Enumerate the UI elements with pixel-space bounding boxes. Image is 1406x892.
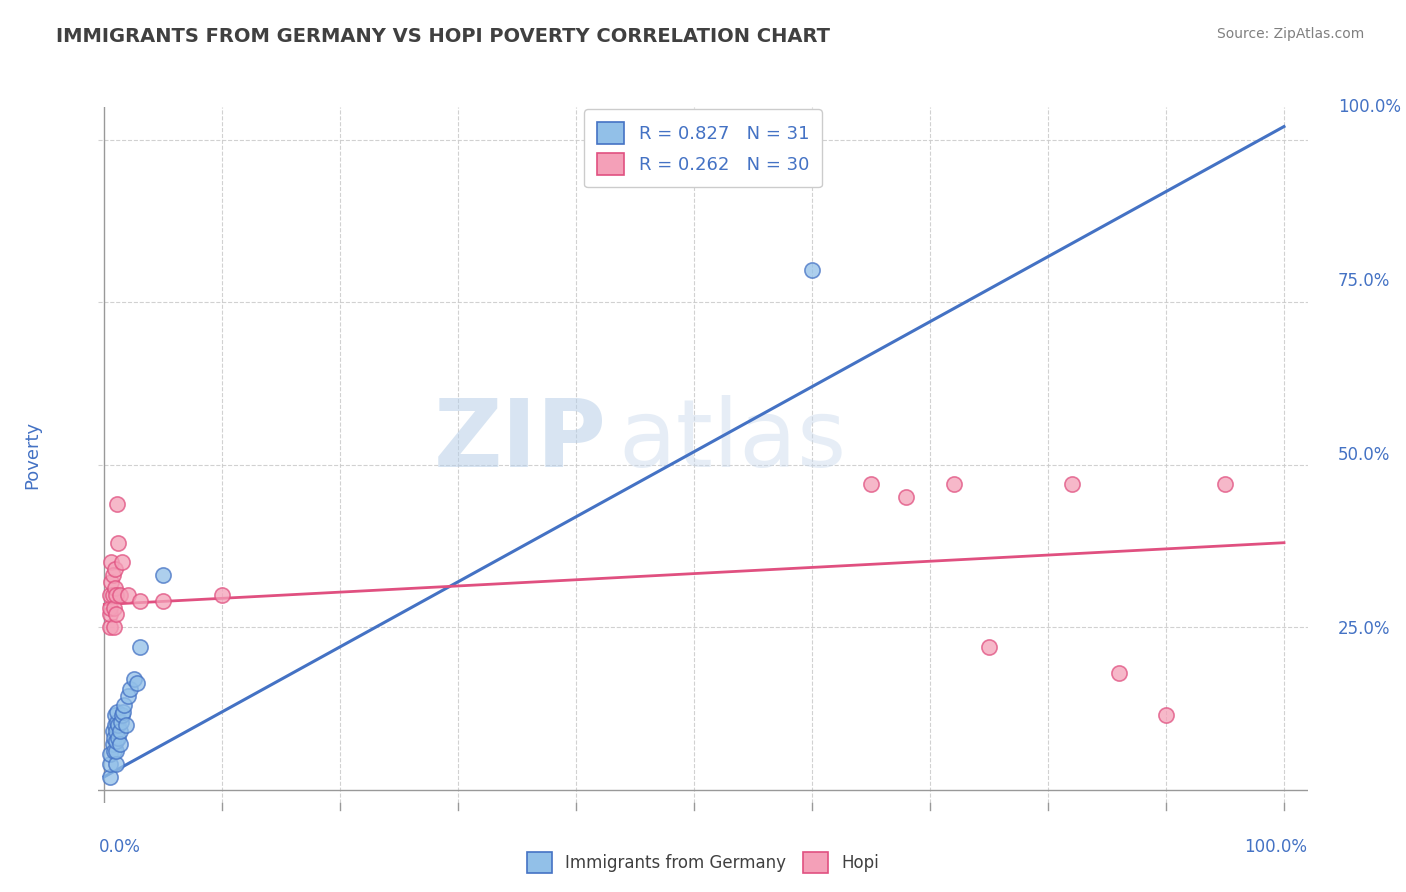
- Point: [105, 756, 128, 771]
- Point: [101, 724, 124, 739]
- Point: [942, 477, 965, 491]
- Point: [103, 731, 125, 745]
- Point: [152, 568, 174, 582]
- Point: [100, 574, 122, 589]
- Legend: R = 0.827   N = 31, R = 0.262   N = 30: R = 0.827 N = 31, R = 0.262 N = 30: [585, 109, 821, 187]
- Point: [107, 731, 129, 745]
- Point: [107, 535, 129, 549]
- Text: Poverty: Poverty: [22, 421, 41, 489]
- Point: [105, 497, 128, 511]
- Point: [104, 718, 127, 732]
- Text: 0.0%: 0.0%: [98, 838, 141, 855]
- Point: [101, 568, 124, 582]
- Point: [112, 705, 135, 719]
- Point: [105, 705, 128, 719]
- Point: [127, 675, 149, 690]
- Text: atlas: atlas: [619, 395, 846, 487]
- Point: [801, 262, 824, 277]
- Point: [98, 620, 121, 634]
- Text: ZIP: ZIP: [433, 395, 606, 487]
- Point: [98, 588, 121, 602]
- Point: [122, 672, 145, 686]
- Point: [1060, 477, 1083, 491]
- Point: [103, 744, 125, 758]
- Point: [105, 734, 128, 748]
- Point: [105, 714, 128, 729]
- Point: [107, 718, 129, 732]
- Point: [111, 555, 134, 569]
- Point: [98, 600, 121, 615]
- Point: [108, 737, 131, 751]
- Point: [101, 588, 124, 602]
- Point: [128, 640, 150, 654]
- Point: [896, 490, 918, 504]
- Text: 100.0%: 100.0%: [1339, 98, 1400, 116]
- Point: [105, 588, 128, 602]
- Point: [110, 714, 132, 729]
- Point: [98, 770, 121, 784]
- Point: [1154, 708, 1177, 723]
- Point: [104, 562, 127, 576]
- Point: [860, 477, 883, 491]
- Point: [1108, 665, 1130, 680]
- Point: [117, 689, 139, 703]
- Point: [98, 607, 121, 622]
- Point: [100, 555, 122, 569]
- Text: Source: ZipAtlas.com: Source: ZipAtlas.com: [1216, 27, 1364, 41]
- Point: [977, 640, 1000, 654]
- Point: [108, 724, 131, 739]
- Point: [152, 594, 174, 608]
- Text: IMMIGRANTS FROM GERMANY VS HOPI POVERTY CORRELATION CHART: IMMIGRANTS FROM GERMANY VS HOPI POVERTY …: [56, 27, 830, 45]
- Point: [98, 747, 121, 761]
- Point: [114, 718, 136, 732]
- Point: [112, 698, 135, 713]
- Point: [105, 724, 128, 739]
- Point: [104, 581, 127, 595]
- Point: [111, 708, 134, 723]
- Point: [101, 737, 124, 751]
- Point: [104, 708, 127, 723]
- Point: [1213, 477, 1236, 491]
- Text: 75.0%: 75.0%: [1339, 272, 1391, 290]
- Text: 100.0%: 100.0%: [1244, 838, 1308, 855]
- Legend: Immigrants from Germany, Hopi: Immigrants from Germany, Hopi: [520, 846, 886, 880]
- Point: [105, 744, 128, 758]
- Point: [211, 588, 233, 602]
- Point: [105, 607, 128, 622]
- Point: [108, 588, 131, 602]
- Point: [128, 594, 150, 608]
- Point: [103, 620, 125, 634]
- Point: [117, 588, 139, 602]
- Point: [103, 600, 125, 615]
- Text: 50.0%: 50.0%: [1339, 446, 1391, 464]
- Text: 25.0%: 25.0%: [1339, 620, 1391, 638]
- Point: [120, 681, 142, 696]
- Point: [98, 756, 121, 771]
